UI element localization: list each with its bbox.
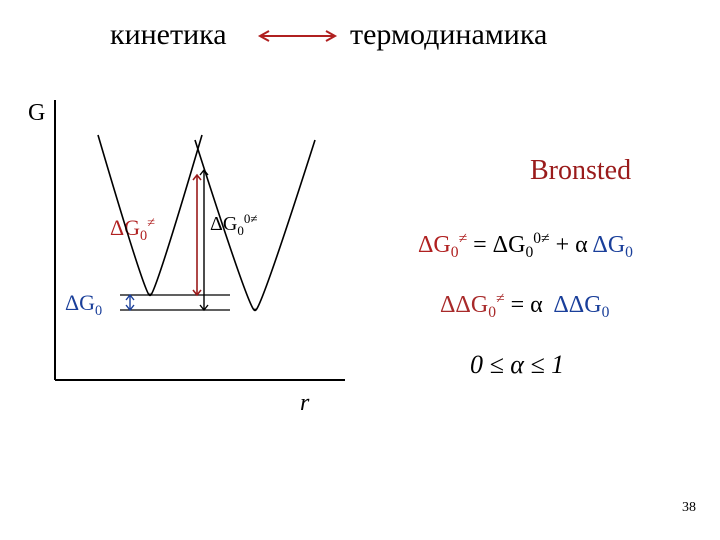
diagram-svg: [0, 0, 720, 540]
